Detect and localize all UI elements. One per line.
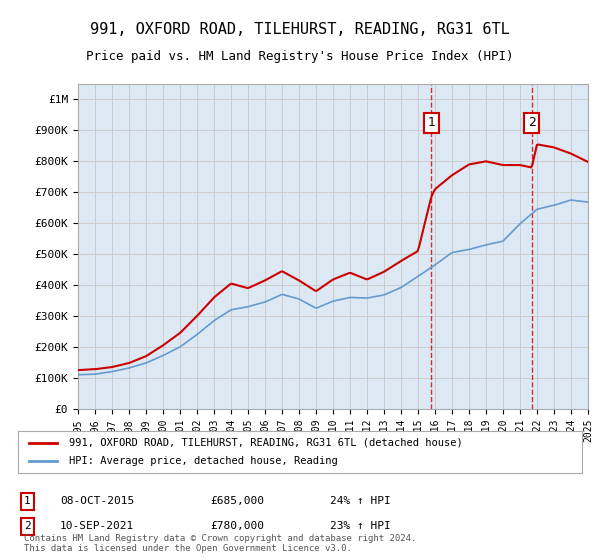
Text: 2: 2 xyxy=(528,116,536,129)
Text: 24% ↑ HPI: 24% ↑ HPI xyxy=(330,496,391,506)
Text: HPI: Average price, detached house, Reading: HPI: Average price, detached house, Read… xyxy=(69,456,338,466)
Text: 991, OXFORD ROAD, TILEHURST, READING, RG31 6TL (detached house): 991, OXFORD ROAD, TILEHURST, READING, RG… xyxy=(69,438,463,448)
Text: £780,000: £780,000 xyxy=(210,521,264,531)
Text: £685,000: £685,000 xyxy=(210,496,264,506)
Text: 1: 1 xyxy=(427,116,435,129)
Text: 08-OCT-2015: 08-OCT-2015 xyxy=(60,496,134,506)
Text: Price paid vs. HM Land Registry's House Price Index (HPI): Price paid vs. HM Land Registry's House … xyxy=(86,50,514,63)
Text: 1: 1 xyxy=(24,496,31,506)
Text: 10-SEP-2021: 10-SEP-2021 xyxy=(60,521,134,531)
Text: 23% ↑ HPI: 23% ↑ HPI xyxy=(330,521,391,531)
Text: 991, OXFORD ROAD, TILEHURST, READING, RG31 6TL: 991, OXFORD ROAD, TILEHURST, READING, RG… xyxy=(90,22,510,38)
Text: 2: 2 xyxy=(24,521,31,531)
Text: Contains HM Land Registry data © Crown copyright and database right 2024.
This d: Contains HM Land Registry data © Crown c… xyxy=(24,534,416,553)
